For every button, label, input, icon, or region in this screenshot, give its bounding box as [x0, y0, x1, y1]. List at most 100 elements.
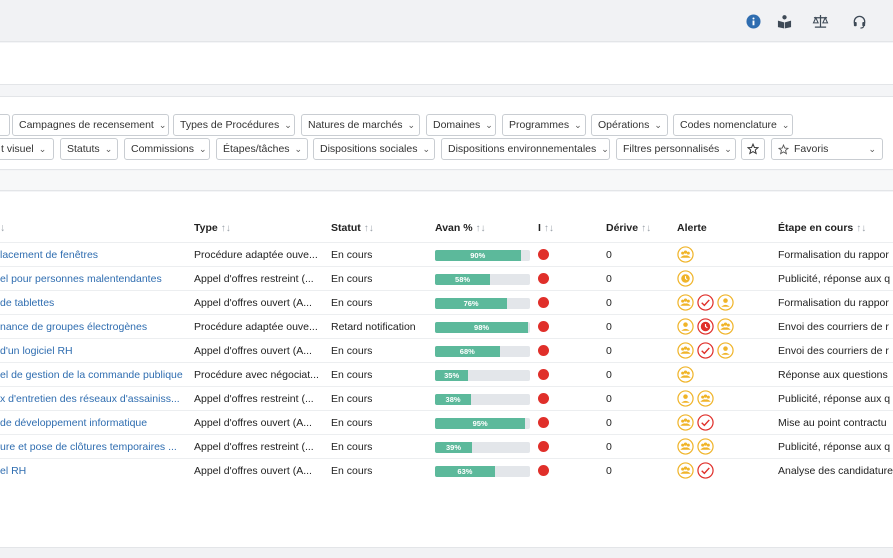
info-icon[interactable]	[744, 12, 762, 30]
progress-label: 95%	[435, 418, 526, 429]
derive-cell: 0	[606, 345, 612, 357]
objet-link[interactable]: el de gestion de la commande publique	[0, 369, 183, 381]
column-avancement[interactable]: Avan % ↑↓	[435, 222, 486, 234]
table-row[interactable]: x d'entretien des réseaux d'assainiss...…	[0, 386, 893, 410]
filter-label: Natures de marchés	[308, 119, 403, 131]
procedures-table: ↓ Type ↑↓ Statut ↑↓ Avan % ↑↓ I ↑↓ Dérive ↑↓ …	[0, 192, 893, 547]
table-row[interactable]: nance de groupes électrogènes Procédure …	[0, 314, 893, 338]
scales-icon[interactable]	[811, 12, 829, 30]
status-dot-icon	[538, 273, 549, 284]
etape-cell: Envoi des courriers de r	[778, 321, 889, 333]
filter-label: Étapes/tâches	[223, 143, 290, 155]
table-row[interactable]: el pour personnes malentendantes Appel d…	[0, 266, 893, 290]
alert-icons	[677, 270, 694, 287]
group-icon[interactable]	[677, 294, 694, 311]
type-cell: Appel d'offres ouvert (A...	[194, 465, 312, 477]
group-icon[interactable]	[697, 390, 714, 407]
table-row[interactable]: d'un logiciel RH Appel d'offres ouvert (…	[0, 338, 893, 362]
person-icon[interactable]	[717, 342, 734, 359]
filter-etapes-taches[interactable]: Étapes/tâches ⌄	[216, 138, 308, 160]
filter-dispositions-environnementales[interactable]: Dispositions environnementales ⌄	[441, 138, 610, 160]
objet-link[interactable]: ure et pose de clôtures temporaires ...	[0, 441, 177, 453]
table-row[interactable]: ure et pose de clôtures temporaires ... …	[0, 434, 893, 458]
filter-types-procedures[interactable]: Types de Procédures ⌄	[173, 114, 295, 136]
objet-link[interactable]: lacement de fenêtres	[0, 249, 99, 261]
headset-icon[interactable]	[850, 12, 868, 30]
table-row[interactable]: el de gestion de la commande publique Pr…	[0, 362, 893, 386]
objet-link[interactable]: de développement informatique	[0, 417, 148, 429]
favoris-select[interactable]: Favoris ⌄	[771, 138, 883, 160]
group-icon[interactable]	[677, 246, 694, 263]
filter-statuts[interactable]: Statuts ⌄	[60, 138, 118, 160]
chevron-down-icon: ⌄	[485, 119, 493, 130]
person-icon[interactable]	[677, 318, 694, 335]
table-row[interactable]: de développement informatique Appel d'of…	[0, 410, 893, 434]
group-icon[interactable]	[677, 414, 694, 431]
favorite-star-button[interactable]	[741, 138, 765, 160]
person-icon[interactable]	[717, 294, 734, 311]
filter-label: Programmes	[509, 119, 570, 131]
column-objet-sort[interactable]: ↓	[0, 222, 6, 234]
type-cell: Appel d'offres restreint (...	[194, 441, 314, 453]
objet-link[interactable]: d'un logiciel RH	[0, 345, 73, 357]
column-statut[interactable]: Statut ↑↓	[331, 222, 374, 234]
column-indicator[interactable]: I ↑↓	[538, 222, 554, 234]
chevron-down-icon: ⌄	[407, 119, 416, 130]
person-icon[interactable]	[677, 390, 694, 407]
column-type[interactable]: Type ↑↓	[194, 222, 231, 234]
objet-link[interactable]: el pour personnes malentendantes	[0, 273, 162, 285]
filter-programmes[interactable]: Programmes ⌄	[502, 114, 586, 136]
objet-link[interactable]: de tablettes	[0, 297, 55, 309]
filter-dispositions-sociales[interactable]: Dispositions sociales ⌄	[313, 138, 435, 160]
sort-icon: ↑↓	[475, 223, 486, 234]
chevron-down-icon: ⌄	[294, 143, 303, 154]
group-icon[interactable]	[677, 366, 694, 383]
group-icon[interactable]	[697, 438, 714, 455]
check-alert-icon[interactable]	[697, 462, 714, 479]
chevron-down-icon: ⌄	[104, 143, 113, 154]
objet-link[interactable]: el RH	[0, 465, 27, 477]
filter-domaines[interactable]: Domaines ⌄	[426, 114, 496, 136]
progress-bar: 90%	[435, 250, 530, 261]
objet-link[interactable]: nance de groupes électrogènes	[0, 321, 148, 333]
status-dot-icon	[538, 321, 549, 332]
group-icon[interactable]	[677, 462, 694, 479]
statut-cell: Retard notification	[331, 321, 416, 333]
column-label: Type	[194, 222, 218, 234]
filter-operations[interactable]: Opérations ⌄	[591, 114, 668, 136]
etape-cell: Envoi des courriers de r	[778, 345, 889, 357]
filter-campagnes[interactable]: Campagnes de recensement ⌄	[12, 114, 169, 136]
filter-codes-nomenclature[interactable]: Codes nomenclature ⌄	[673, 114, 793, 136]
group-icon[interactable]	[677, 438, 694, 455]
progress-label: 76%	[435, 298, 508, 309]
chevron-down-icon: ⌄	[574, 119, 582, 130]
filter-filtres-personnalises[interactable]: Filtres personnalisés ⌄	[616, 138, 736, 160]
clock-alert-icon[interactable]	[677, 270, 694, 287]
clock-late-icon[interactable]	[697, 318, 714, 335]
top-bar	[0, 0, 893, 42]
table-row[interactable]: lacement de fenêtres Procédure adaptée o…	[0, 242, 893, 266]
column-etape[interactable]: Étape en cours ↑↓	[778, 222, 866, 234]
sort-icon: ↑↓	[543, 223, 554, 234]
chevron-down-icon: ⌄	[422, 143, 431, 154]
group-icon[interactable]	[677, 342, 694, 359]
star-icon	[747, 143, 759, 155]
check-alert-icon[interactable]	[697, 294, 714, 311]
objet-link[interactable]: x d'entretien des réseaux d'assainiss...	[0, 393, 180, 405]
group-icon[interactable]	[717, 318, 734, 335]
filter-visuel[interactable]: t visuel ⌄	[0, 138, 54, 160]
filter-truncated[interactable]	[0, 114, 10, 136]
check-alert-icon[interactable]	[697, 342, 714, 359]
table-row[interactable]: de tablettes Appel d'offres ouvert (A...…	[0, 290, 893, 314]
table-row[interactable]: el RH Appel d'offres ouvert (A... En cou…	[0, 458, 893, 482]
filter-natures-marches[interactable]: Natures de marchés ⌄	[301, 114, 420, 136]
column-derive[interactable]: Dérive ↑↓	[606, 222, 651, 234]
filter-label: Dispositions sociales	[320, 143, 418, 155]
check-alert-icon[interactable]	[697, 414, 714, 431]
filter-commissions[interactable]: Commissions ⌄	[124, 138, 210, 160]
reader-icon[interactable]	[775, 12, 793, 30]
sort-icon: ↑↓	[220, 223, 231, 234]
alert-icons	[677, 294, 734, 311]
type-cell: Procédure adaptée ouve...	[194, 249, 318, 261]
alert-icons	[677, 342, 734, 359]
